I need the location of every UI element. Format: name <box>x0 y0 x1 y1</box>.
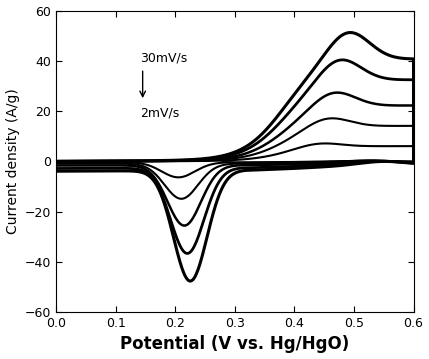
X-axis label: Potential (V vs. Hg/HgO): Potential (V vs. Hg/HgO) <box>120 335 350 354</box>
Text: 30mV/s: 30mV/s <box>140 52 187 65</box>
Text: 2mV/s: 2mV/s <box>140 106 179 119</box>
Y-axis label: Current density (A/g): Current density (A/g) <box>6 88 20 234</box>
